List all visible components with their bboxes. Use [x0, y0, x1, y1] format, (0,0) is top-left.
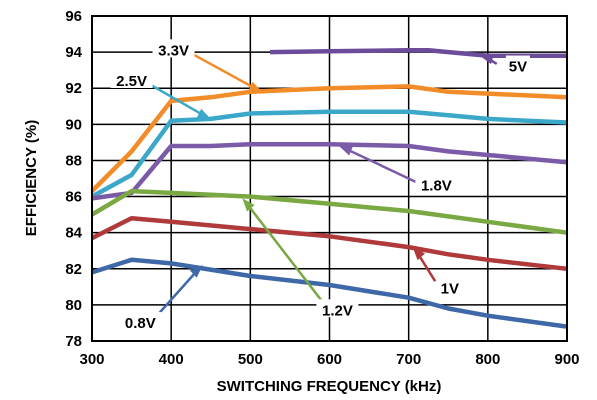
x-tick-labels: 300 400 500 600 700 800 900: [79, 351, 579, 368]
y-tick-label: 84: [65, 225, 82, 242]
label-arrow-shaft: [245, 202, 325, 304]
series-line-1v: [90, 215, 568, 272]
series-line-1-2v: [90, 188, 568, 235]
y-tick-label: 82: [65, 261, 82, 278]
series-line-0-8v: [91, 257, 568, 329]
label-arrow-head: [196, 108, 211, 119]
series-lines: [90, 48, 568, 329]
plot-frame: [91, 15, 568, 342]
label-arrow-shaft: [150, 84, 206, 118]
series-label: 1.8V: [421, 178, 452, 195]
series-label-bg: [316, 299, 359, 318]
series-label: 5V: [509, 59, 527, 76]
series-line-3-3v: [90, 84, 568, 193]
label-arrow-shaft: [344, 147, 417, 184]
label-arrows: [150, 53, 498, 317]
series-label-bg: [152, 39, 195, 58]
series-line-2-5v: [90, 109, 568, 199]
x-axis-title: SWITCHING FREQUENCY (kHz): [217, 378, 442, 395]
series-label-bg: [505, 55, 530, 74]
label-arrow-shaft: [155, 268, 200, 317]
x-tick-label: 900: [554, 351, 579, 368]
y-tick-label: 94: [65, 44, 82, 61]
series-line-5v: [270, 48, 567, 58]
x-tick-label: 500: [238, 351, 263, 368]
grid: [91, 15, 568, 342]
y-tick-label: 86: [65, 189, 82, 206]
series-label-bg: [119, 311, 162, 330]
label-arrow-head: [189, 265, 203, 278]
y-tick-label: 92: [65, 80, 82, 97]
series-line-1-8v: [91, 141, 568, 201]
label-arrow-head: [339, 146, 353, 156]
x-tick-label: 400: [159, 351, 184, 368]
series-label: 1V: [441, 281, 459, 298]
y-tick-label: 78: [65, 333, 82, 350]
series-label: 1.2V: [322, 302, 353, 319]
series-label: 0.8V: [125, 315, 156, 332]
y-tick-label: 80: [65, 297, 82, 314]
y-tick-label: 96: [65, 8, 82, 25]
label-arrow-head: [242, 198, 255, 212]
y-tick-labels: 78 80 82 84 86 88 90 92 94 96: [65, 8, 82, 350]
label-arrow-shaft: [192, 53, 258, 91]
y-axis-title: EFFICIENCY (%): [23, 120, 40, 236]
series-label-bg: [415, 174, 458, 193]
x-tick-label: 300: [79, 351, 104, 368]
series-label: 3.3V: [158, 42, 189, 59]
x-tick-label: 600: [317, 351, 342, 368]
series-label-bg: [110, 70, 153, 88]
series-label: 2.5V: [116, 73, 147, 90]
x-tick-label: 800: [475, 351, 500, 368]
x-tick-label: 700: [396, 351, 421, 368]
y-tick-label: 88: [65, 152, 82, 169]
label-arrow-head: [479, 54, 494, 65]
y-tick-label: 90: [65, 116, 82, 133]
series-label-bg: [437, 277, 462, 296]
label-arrow-head: [412, 247, 426, 261]
series-labels: 5V 3.3V 2.5V 1.8V 1.2V 1V 0.8V: [110, 39, 530, 332]
label-arrow-head: [248, 81, 263, 92]
